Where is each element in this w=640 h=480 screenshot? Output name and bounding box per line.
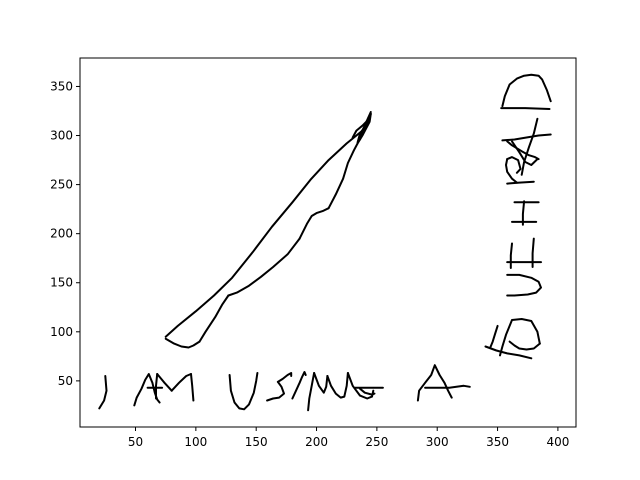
stroke-line-4	[156, 373, 173, 392]
stroke-line-33	[506, 273, 542, 297]
stroke-line-29	[489, 324, 499, 349]
stroke-line-30	[484, 345, 533, 360]
y-tick-label: 300	[50, 129, 73, 143]
stroke-line-6	[190, 373, 195, 402]
drawn-strokes	[98, 73, 552, 412]
y-tick-label: 50	[58, 374, 73, 388]
stroke-line-3	[155, 373, 159, 400]
stroke-line-23	[327, 142, 359, 210]
stroke-line-18	[424, 384, 471, 389]
x-tick-label: 200	[305, 435, 328, 449]
stroke-line-25	[164, 111, 372, 338]
stroke-line-11	[307, 372, 316, 412]
stroke-line-44	[520, 117, 539, 176]
stroke-line-42	[506, 156, 522, 174]
y-tick-label: 200	[50, 227, 73, 241]
x-tick-label: 250	[365, 435, 388, 449]
x-tick-label: 300	[426, 435, 449, 449]
stroke-line-12	[313, 372, 329, 394]
y-axis-ticks: 50 100 150 200 250 300 350	[50, 79, 80, 388]
stroke-line-46	[506, 140, 540, 161]
x-tick-label: 400	[546, 435, 569, 449]
x-tick-label: 100	[184, 435, 207, 449]
stroke-line-22	[298, 207, 330, 240]
stroke-line-48	[500, 107, 551, 110]
stroke-line-8	[266, 380, 285, 402]
stroke-line-13	[326, 372, 349, 399]
y-tick-label: 350	[50, 79, 73, 93]
plot-frame	[79, 57, 577, 428]
stroke-line-7	[228, 372, 259, 411]
stroke-line-9	[276, 372, 293, 383]
stroke-line-20	[198, 294, 230, 343]
stroke-line-31	[499, 318, 541, 357]
stroke-line-19	[164, 337, 201, 349]
stroke-line-16	[359, 387, 376, 396]
y-tick-label: 150	[50, 276, 73, 290]
x-tick-label: 150	[245, 435, 268, 449]
stroke-line-47	[501, 73, 552, 108]
plot-area-background	[80, 58, 576, 427]
stroke-line-43	[501, 133, 552, 142]
stroke-line-5	[170, 373, 192, 392]
x-tick-label: 350	[486, 435, 509, 449]
stroke-line-14	[346, 372, 375, 400]
x-tick-label: 50	[128, 435, 143, 449]
stroke-line-41	[505, 158, 518, 184]
y-tick-label: 100	[50, 325, 73, 339]
stroke-line-0	[98, 375, 108, 410]
stroke-line-28	[359, 114, 371, 141]
stroke-line-10	[291, 371, 307, 400]
stroke-line-21	[227, 237, 301, 297]
y-tick-label: 250	[50, 178, 73, 192]
stroke-line-32	[508, 340, 541, 351]
stroke-line-40	[506, 180, 535, 185]
x-axis-ticks: 50 100 150 200 250 300 350 400	[128, 427, 569, 449]
stroke-line-34	[509, 242, 513, 269]
